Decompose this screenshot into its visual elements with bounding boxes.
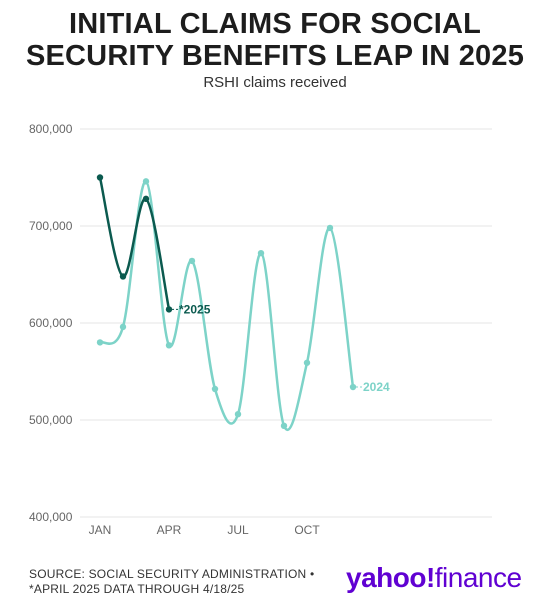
data-point — [303, 359, 311, 366]
chart-title-line-2: SECURITY BENEFITS LEAP IN 2025 — [25, 40, 525, 72]
data-point — [96, 339, 104, 346]
date-note: *APRIL 2025 DATA THROUGH 4/18/25 — [29, 582, 245, 596]
x-tick-label: JAN — [89, 523, 112, 537]
data-point — [211, 385, 219, 393]
series-line-1 — [98, 177, 171, 310]
x-tick-label: OCT — [294, 523, 320, 537]
brand-yahoo: yahoo! — [346, 562, 435, 593]
data-point — [234, 410, 242, 418]
x-tick-label: JUL — [227, 523, 249, 537]
y-tick-label: 700,000 — [29, 219, 73, 233]
x-tick-label: APR — [157, 523, 182, 537]
data-point — [165, 342, 173, 349]
data-point — [142, 195, 150, 203]
source-note: SOURCE: SOCIAL SECURITY ADMINISTRATION • — [29, 567, 315, 581]
brand-finance: finance — [434, 562, 522, 593]
chart-subtitle: RSHI claims received — [203, 74, 347, 91]
y-tick-label: 400,000 — [29, 510, 73, 524]
y-tick-label: 600,000 — [29, 316, 73, 330]
data-point — [349, 383, 357, 391]
yahoo-finance-logo: yahoo!finance — [346, 562, 522, 594]
data-point — [257, 249, 265, 257]
data-point — [119, 273, 127, 280]
data-point — [326, 224, 334, 232]
data-point — [188, 257, 196, 265]
y-tick-label: 800,000 — [29, 122, 73, 136]
data-point — [119, 323, 127, 331]
data-point — [142, 178, 150, 185]
data-point — [165, 306, 173, 313]
data-point — [280, 422, 288, 430]
chart-title-line-1: INITIAL CLAIMS FOR SOCIAL — [68, 8, 482, 40]
series-label: *2025 — [179, 302, 211, 316]
data-point — [96, 174, 104, 181]
line-chart: 400,000 500,000 600,000 700,000 800,000 JAN AP… — [29, 122, 492, 537]
series-label: 2024 — [363, 380, 390, 394]
y-tick-label: 500,000 — [29, 413, 73, 427]
